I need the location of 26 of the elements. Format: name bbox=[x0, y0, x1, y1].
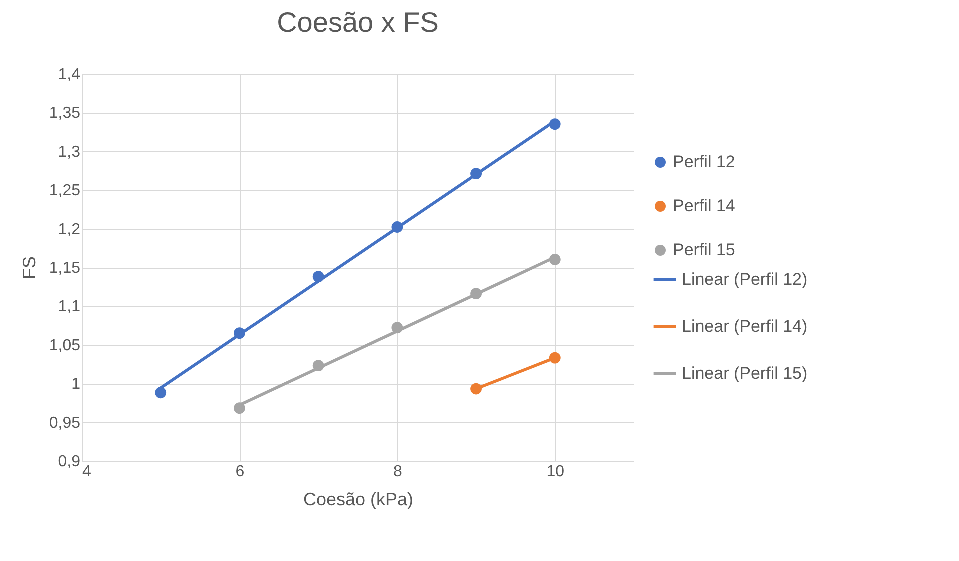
legend-label: Perfil 14 bbox=[673, 196, 736, 216]
y-tick-label: 1,05 bbox=[49, 337, 81, 354]
y-tick-label: 1,1 bbox=[58, 298, 81, 316]
x-tick-label: 6 bbox=[236, 464, 245, 480]
y-tick-label: 1,25 bbox=[49, 182, 81, 200]
legend-label: Perfil 12 bbox=[673, 152, 736, 172]
y-tick-label: 1,15 bbox=[49, 260, 81, 277]
y-tick-label: 1 bbox=[72, 376, 81, 394]
y-tick-label: 1,2 bbox=[58, 221, 81, 238]
y-tick-label: 1,4 bbox=[58, 66, 81, 84]
legend-label: Linear (Perfil 15) bbox=[682, 364, 808, 383]
x-tick-label: 4 bbox=[82, 464, 92, 480]
chart-title: Coesão x FS bbox=[277, 7, 439, 38]
y-axis-title: FS bbox=[19, 256, 40, 280]
x-axis-title: Coesão (kPa) bbox=[303, 490, 414, 510]
legend-label: Linear (Perfil 12) bbox=[682, 270, 808, 289]
x-tick-label: 10 bbox=[546, 464, 565, 480]
point bbox=[155, 387, 167, 399]
x-tick-label: 8 bbox=[393, 464, 402, 480]
point bbox=[234, 402, 246, 414]
y-tick-label: 0,9 bbox=[58, 454, 81, 470]
legend-label: Linear (Perfil 14) bbox=[682, 317, 808, 336]
y-tick-label: 1,3 bbox=[58, 144, 81, 161]
y-tick-label: 1,35 bbox=[49, 105, 81, 122]
y-tick-label: 0,95 bbox=[49, 414, 81, 432]
legend-label: Perfil 15 bbox=[673, 240, 736, 260]
